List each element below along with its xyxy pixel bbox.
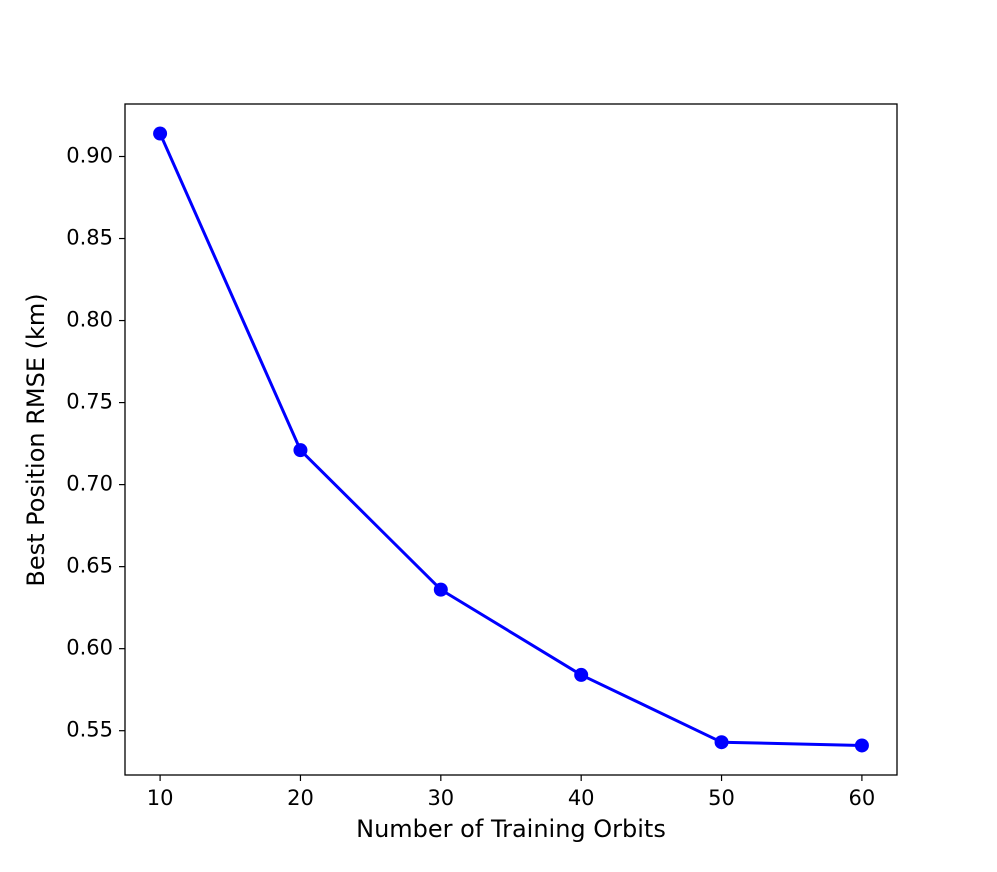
y-tick-label: 0.55 [66,718,113,742]
y-tick-label: 0.65 [66,554,113,578]
marker [854,738,869,753]
y-tick-label: 0.80 [66,308,113,332]
marker [574,667,589,682]
y-tick-label: 0.70 [66,472,113,496]
x-tick-label: 40 [568,786,595,810]
x-tick-label: 50 [708,786,735,810]
line [158,132,862,747]
y-tick-label: 0.85 [66,226,113,250]
plot-frame [124,103,898,776]
marker [433,582,448,597]
marker [153,126,168,141]
x-tick-label: 10 [147,786,174,810]
y-tick-label: 0.90 [66,143,113,167]
marker [293,443,308,458]
y-tick-label: 0.60 [66,636,113,660]
x-tick-label: 60 [849,786,876,810]
x-tick-label: 30 [427,786,454,810]
marker [714,735,729,750]
y-tick-label: 0.75 [66,390,113,414]
x-axis-label: Number of Training Orbits [356,815,666,843]
x-tick-label: 20 [287,786,314,810]
y-axis-label: Best Position RMSE (km) [22,293,50,586]
